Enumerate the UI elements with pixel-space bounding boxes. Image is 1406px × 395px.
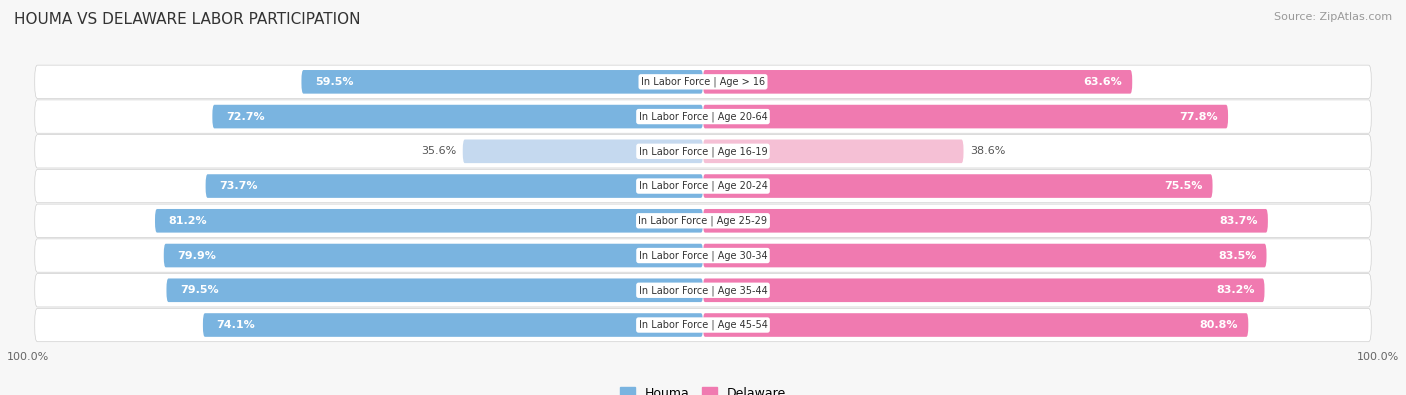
FancyBboxPatch shape xyxy=(35,308,1371,342)
Text: In Labor Force | Age 30-34: In Labor Force | Age 30-34 xyxy=(638,250,768,261)
FancyBboxPatch shape xyxy=(35,169,1371,203)
Text: 77.8%: 77.8% xyxy=(1180,111,1218,122)
Text: In Labor Force | Age 20-24: In Labor Force | Age 20-24 xyxy=(638,181,768,191)
Text: 83.7%: 83.7% xyxy=(1219,216,1258,226)
Text: Source: ZipAtlas.com: Source: ZipAtlas.com xyxy=(1274,12,1392,22)
Text: HOUMA VS DELAWARE LABOR PARTICIPATION: HOUMA VS DELAWARE LABOR PARTICIPATION xyxy=(14,12,360,27)
FancyBboxPatch shape xyxy=(212,105,703,128)
FancyBboxPatch shape xyxy=(703,105,1227,128)
FancyBboxPatch shape xyxy=(35,204,1371,237)
Text: In Labor Force | Age > 16: In Labor Force | Age > 16 xyxy=(641,77,765,87)
FancyBboxPatch shape xyxy=(703,174,1212,198)
Text: 80.8%: 80.8% xyxy=(1199,320,1239,330)
FancyBboxPatch shape xyxy=(155,209,703,233)
Text: In Labor Force | Age 20-64: In Labor Force | Age 20-64 xyxy=(638,111,768,122)
FancyBboxPatch shape xyxy=(703,278,1264,302)
FancyBboxPatch shape xyxy=(166,278,703,302)
Text: 83.5%: 83.5% xyxy=(1218,250,1257,261)
FancyBboxPatch shape xyxy=(703,70,1132,94)
Legend: Houma, Delaware: Houma, Delaware xyxy=(614,382,792,395)
FancyBboxPatch shape xyxy=(163,244,703,267)
FancyBboxPatch shape xyxy=(205,174,703,198)
Text: 73.7%: 73.7% xyxy=(219,181,257,191)
FancyBboxPatch shape xyxy=(35,65,1371,98)
Text: In Labor Force | Age 25-29: In Labor Force | Age 25-29 xyxy=(638,216,768,226)
Text: 79.5%: 79.5% xyxy=(180,285,218,295)
Text: 72.7%: 72.7% xyxy=(226,111,264,122)
Text: 83.2%: 83.2% xyxy=(1216,285,1254,295)
FancyBboxPatch shape xyxy=(703,244,1267,267)
FancyBboxPatch shape xyxy=(35,274,1371,307)
Text: 35.6%: 35.6% xyxy=(420,146,456,156)
Text: 38.6%: 38.6% xyxy=(970,146,1005,156)
FancyBboxPatch shape xyxy=(35,135,1371,168)
Text: 63.6%: 63.6% xyxy=(1084,77,1122,87)
FancyBboxPatch shape xyxy=(463,139,703,163)
Text: In Labor Force | Age 16-19: In Labor Force | Age 16-19 xyxy=(638,146,768,156)
Text: In Labor Force | Age 45-54: In Labor Force | Age 45-54 xyxy=(638,320,768,330)
FancyBboxPatch shape xyxy=(703,313,1249,337)
Text: In Labor Force | Age 35-44: In Labor Force | Age 35-44 xyxy=(638,285,768,295)
FancyBboxPatch shape xyxy=(35,100,1371,133)
FancyBboxPatch shape xyxy=(35,239,1371,272)
Text: 59.5%: 59.5% xyxy=(315,77,353,87)
Text: 74.1%: 74.1% xyxy=(217,320,254,330)
Text: 75.5%: 75.5% xyxy=(1164,181,1202,191)
Text: 81.2%: 81.2% xyxy=(169,216,207,226)
FancyBboxPatch shape xyxy=(703,209,1268,233)
FancyBboxPatch shape xyxy=(703,139,963,163)
FancyBboxPatch shape xyxy=(301,70,703,94)
FancyBboxPatch shape xyxy=(202,313,703,337)
Text: 79.9%: 79.9% xyxy=(177,250,217,261)
